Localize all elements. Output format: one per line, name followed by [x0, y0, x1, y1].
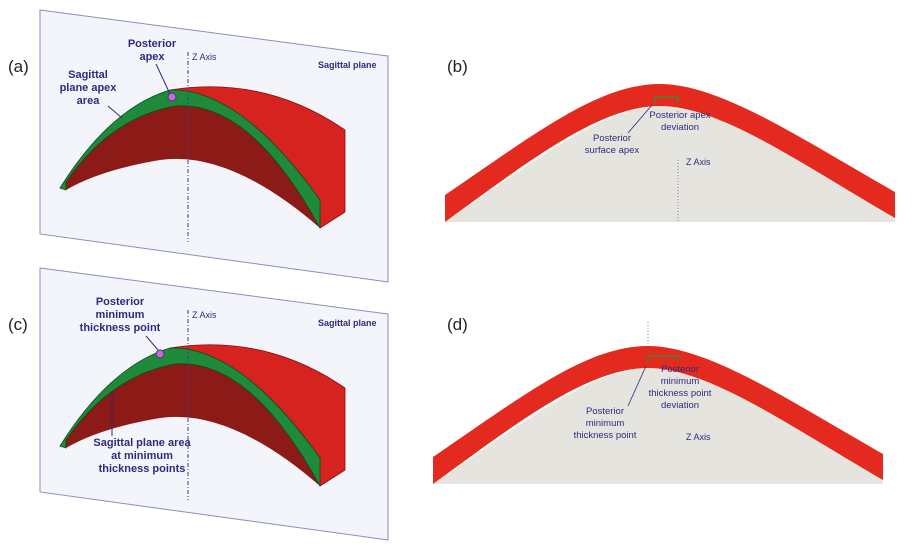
annotation: Sagittal plane area: [93, 437, 191, 449]
panel-label: (a): [8, 57, 29, 76]
annotation: area: [77, 95, 101, 107]
annotation: Posterior apex: [649, 110, 711, 121]
annotation: Posterior: [128, 38, 177, 50]
annotation: surface apex: [585, 145, 640, 156]
panel-d: (d) Posterior minimum thickness point de…: [433, 315, 883, 484]
annotation: Posterior: [593, 133, 631, 144]
plane-label: Sagittal plane: [318, 318, 377, 328]
annotation: thickness points: [99, 463, 186, 475]
annotation: Posterior: [661, 364, 699, 375]
panel-label: (c): [8, 315, 28, 334]
annotation: thickness point: [649, 388, 712, 399]
annotation: minimum: [586, 418, 625, 429]
page: (a) Z Axis Sagittal plane Posterior apex…: [0, 0, 913, 548]
plane-label: Sagittal plane: [318, 60, 377, 70]
panel-a: (a) Z Axis Sagittal plane Posterior apex…: [8, 10, 388, 282]
axis-label: Z Axis: [686, 157, 711, 167]
annotation: Posterior: [96, 296, 145, 308]
annotation: deviation: [661, 400, 699, 411]
axis-label: Z Axis: [192, 52, 217, 62]
axis-label: Z Axis: [686, 432, 711, 442]
annotation: minimum: [96, 309, 145, 321]
annotation: thickness point: [574, 430, 637, 441]
panel-b: (b) Posterior apex deviation Posterior s…: [445, 57, 895, 222]
annotation: minimum: [661, 376, 700, 387]
annotation: thickness point: [80, 322, 161, 334]
annotation: Posterior: [586, 406, 624, 417]
panel-label: (d): [447, 315, 468, 334]
panel-label: (b): [447, 57, 468, 76]
axis-label: Z Axis: [192, 310, 217, 320]
annotation: apex: [139, 51, 165, 63]
annotation: Sagittal: [68, 69, 108, 81]
figure: (a) Z Axis Sagittal plane Posterior apex…: [0, 0, 913, 548]
annotation: deviation: [661, 122, 699, 133]
annotation: at minimum: [111, 450, 173, 462]
panel-c: (c) Z Axis Sagittal plane Posterior mini…: [8, 268, 388, 540]
annotation: plane apex: [60, 82, 118, 94]
